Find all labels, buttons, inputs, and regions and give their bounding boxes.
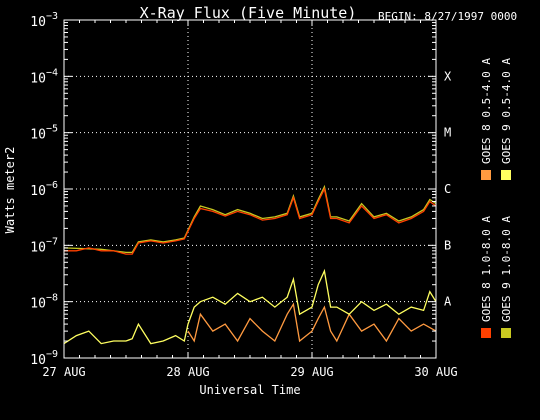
y-tick-label: 10−9 xyxy=(30,349,58,368)
y-tick-label: 10−8 xyxy=(30,293,58,312)
x-axis-label: Universal Time xyxy=(199,383,300,397)
gridlines xyxy=(64,20,436,358)
legend-swatch xyxy=(501,170,511,180)
y-tick-label: 10−4 xyxy=(30,67,58,86)
y-tick-label: 10−5 xyxy=(30,124,58,143)
flare-class-label: M xyxy=(444,126,451,140)
begin-label: BEGIN: 8/27/1997 0000 xyxy=(378,10,517,23)
legend-label: GOES 9 0.5-4.0 A xyxy=(500,58,513,164)
flare-class-label: A xyxy=(444,295,452,309)
legend-label: GOES 9 1.0-8.0 A xyxy=(500,216,513,322)
legend-swatch xyxy=(481,170,491,180)
y-tick-label: 10−3 xyxy=(30,11,58,30)
x-tick-label: 28 AUG xyxy=(166,365,209,379)
legend-swatch xyxy=(501,328,511,338)
legend-swatch xyxy=(481,328,491,338)
series-line-2 xyxy=(63,268,437,345)
y-tick-label: 10−7 xyxy=(30,236,58,255)
x-tick-label: 30 AUG xyxy=(414,365,457,379)
series-line-0 xyxy=(64,187,437,255)
y-tick-label: 10−6 xyxy=(30,180,58,199)
chart-title: X-Ray Flux (Five Minute) xyxy=(140,4,357,22)
legend-label: GOES 8 0.5-4.0 A xyxy=(480,58,493,164)
flare-class-label: C xyxy=(444,182,451,196)
legend-label: GOES 8 1.0-8.0 A xyxy=(480,216,493,322)
x-tick-label: 29 AUG xyxy=(290,365,333,379)
series-line-3 xyxy=(63,184,437,254)
y-axis-label: Watts meter2 xyxy=(3,147,17,234)
series-layer xyxy=(63,184,437,345)
flare-class-label: B xyxy=(444,238,451,252)
flare-class-label: X xyxy=(444,69,452,83)
series-line-1 xyxy=(187,302,437,343)
legend: GOES 8 1.0-8.0 A GOES 8 0.5-4.0 A GOES 9 1… xyxy=(480,58,513,338)
axes: X M C B A 27 AUG 28 AUG 29 AUG 30 AUG 10−3 10−4 10−… xyxy=(30,11,457,379)
x-tick-label: 27 AUG xyxy=(42,365,85,379)
